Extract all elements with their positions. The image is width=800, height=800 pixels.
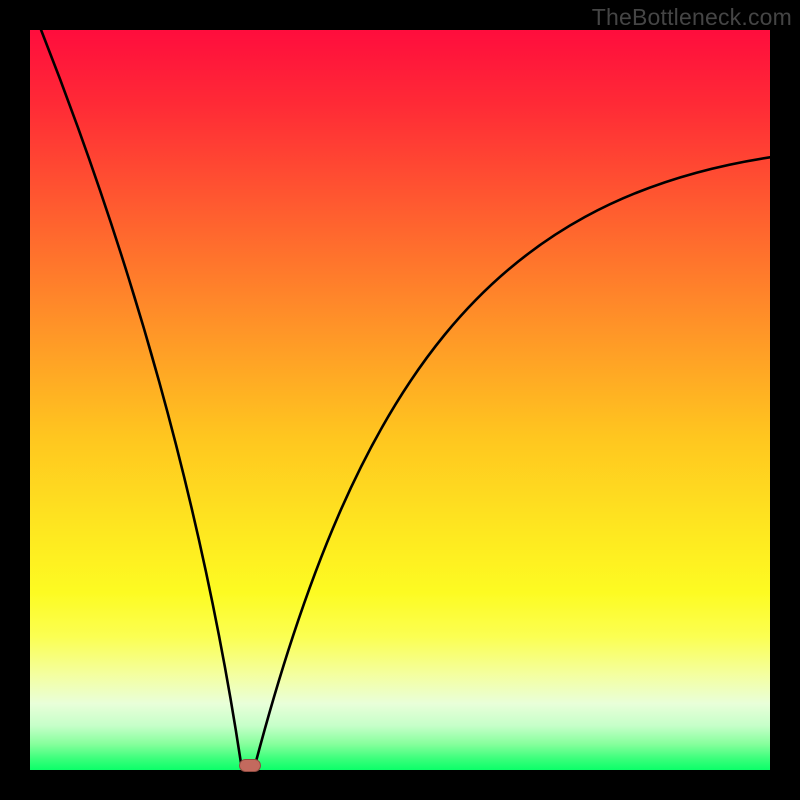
chart-plot-area: [30, 30, 770, 770]
curve-layer: [30, 30, 770, 770]
bottleneck-curve: [41, 30, 770, 763]
watermark-text: TheBottleneck.com: [592, 4, 792, 31]
minimum-marker: [239, 759, 261, 772]
